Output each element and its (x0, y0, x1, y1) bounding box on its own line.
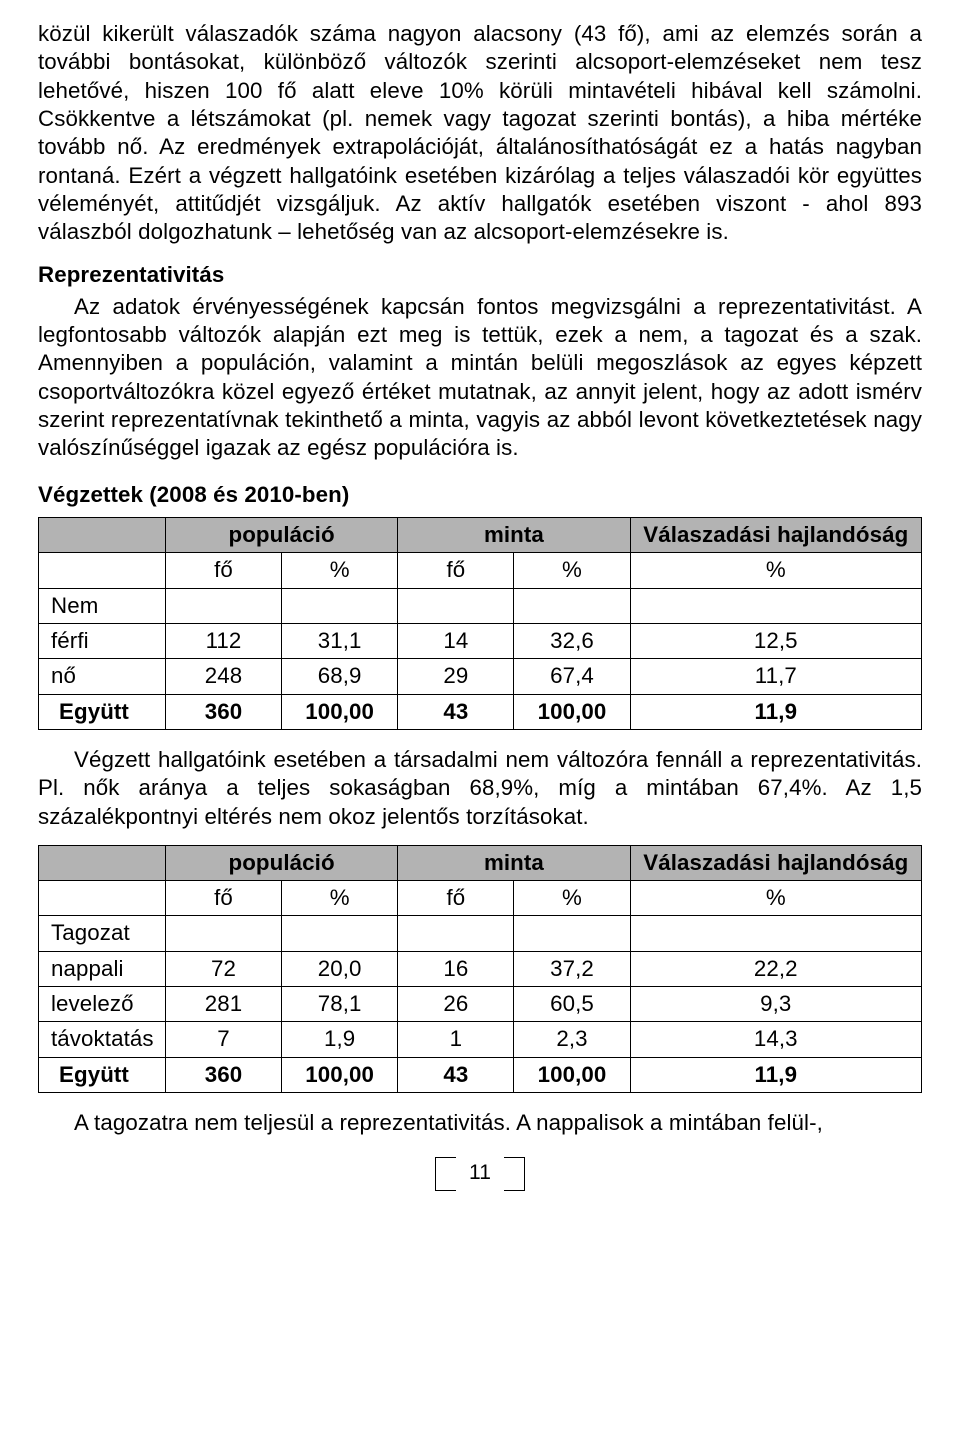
col-header-minta: minta (398, 518, 630, 553)
cell: 29 (398, 659, 514, 694)
col-header-populacio: populáció (165, 518, 397, 553)
cell: 78,1 (282, 987, 398, 1022)
subheader-fo: fő (165, 553, 281, 588)
table-row: Együtt 360 100,00 43 100,00 11,9 (39, 694, 922, 729)
col-header-valaszadasi: Válaszadási hajlandóság (630, 845, 921, 880)
table-row: Tagozat (39, 916, 922, 951)
cell: 32,6 (514, 623, 630, 658)
cell: 248 (165, 659, 281, 694)
page-container: közül kikerült válaszadók száma nagyon a… (0, 0, 960, 1201)
cell: 12,5 (630, 623, 921, 658)
cell: 16 (398, 951, 514, 986)
table-row: férfi 112 31,1 14 32,6 12,5 (39, 623, 922, 658)
table-row: fő % fő % % (39, 881, 922, 916)
cell: 11,9 (630, 1057, 921, 1092)
subheader-pct: % (282, 881, 398, 916)
body-paragraph-2: Az adatok érvényességének kapcsán fontos… (38, 293, 922, 463)
cell: 1 (398, 1022, 514, 1057)
table-row: nő 248 68,9 29 67,4 11,7 (39, 659, 922, 694)
cell: 11,9 (630, 694, 921, 729)
cell: 37,2 (514, 951, 630, 986)
table-row: levelező 281 78,1 26 60,5 9,3 (39, 987, 922, 1022)
cell: 31,1 (282, 623, 398, 658)
cell: nő (39, 659, 166, 694)
cell: 72 (165, 951, 281, 986)
cell: férfi (39, 623, 166, 658)
subheader-pct: % (514, 553, 630, 588)
cell: 11,7 (630, 659, 921, 694)
table-nem: populáció minta Válaszadási hajlandóság … (38, 517, 922, 730)
subheader-fo: fő (398, 553, 514, 588)
table-row: fő % fő % % (39, 553, 922, 588)
subheader-pct: % (630, 881, 921, 916)
table-row: populáció minta Válaszadási hajlandóság (39, 845, 922, 880)
cell: 43 (398, 1057, 514, 1092)
cell: 100,00 (282, 1057, 398, 1092)
cell: 22,2 (630, 951, 921, 986)
subheader-fo: fő (398, 881, 514, 916)
cell: 100,00 (282, 694, 398, 729)
cell: 100,00 (514, 1057, 630, 1092)
cell: 2,3 (514, 1022, 630, 1057)
cell: 100,00 (514, 694, 630, 729)
cell: 26 (398, 987, 514, 1022)
cell: 68,9 (282, 659, 398, 694)
subheader-pct: % (282, 553, 398, 588)
cell: levelező (39, 987, 166, 1022)
table-row: nappali 72 20,0 16 37,2 22,2 (39, 951, 922, 986)
cell: nappali (39, 951, 166, 986)
body-paragraph-1: közül kikerült válaszadók száma nagyon a… (38, 20, 922, 247)
cell: 1,9 (282, 1022, 398, 1057)
table-tagozat: populáció minta Válaszadási hajlandóság … (38, 845, 922, 1093)
table-row: távoktatás 7 1,9 1 2,3 14,3 (39, 1022, 922, 1057)
cell: 7 (165, 1022, 281, 1057)
cell: 43 (398, 694, 514, 729)
cell: 60,5 (514, 987, 630, 1022)
cell: 20,0 (282, 951, 398, 986)
cell: 14,3 (630, 1022, 921, 1057)
cell: 67,4 (514, 659, 630, 694)
table-row: populáció minta Válaszadási hajlandóság (39, 518, 922, 553)
heading-reprezentativitas: Reprezentativitás (38, 261, 922, 289)
table-row: Nem (39, 588, 922, 623)
cell: Együtt (39, 1057, 166, 1092)
group-label-tagozat: Tagozat (39, 916, 166, 951)
body-paragraph-4: A tagozatra nem teljesül a reprezentativ… (38, 1109, 922, 1137)
page-number: 11 (435, 1155, 525, 1191)
cell: 14 (398, 623, 514, 658)
col-header-valaszadasi: Válaszadási hajlandóság (630, 518, 921, 553)
cell: 112 (165, 623, 281, 658)
subheader-pct: % (630, 553, 921, 588)
cell: 9,3 (630, 987, 921, 1022)
subheader-fo: fő (165, 881, 281, 916)
table-row: Együtt 360 100,00 43 100,00 11,9 (39, 1057, 922, 1092)
subheader-pct: % (514, 881, 630, 916)
heading-vegzettek: Végzettek (2008 és 2010-ben) (38, 481, 922, 509)
body-paragraph-3: Végzett hallgatóink esetében a társadalm… (38, 746, 922, 831)
page-number-container: 11 (38, 1155, 922, 1191)
cell: 360 (165, 1057, 281, 1092)
cell: Együtt (39, 694, 166, 729)
col-header-populacio: populáció (165, 845, 397, 880)
group-label-nem: Nem (39, 588, 166, 623)
cell: távoktatás (39, 1022, 166, 1057)
col-header-minta: minta (398, 845, 630, 880)
cell: 281 (165, 987, 281, 1022)
cell: 360 (165, 694, 281, 729)
